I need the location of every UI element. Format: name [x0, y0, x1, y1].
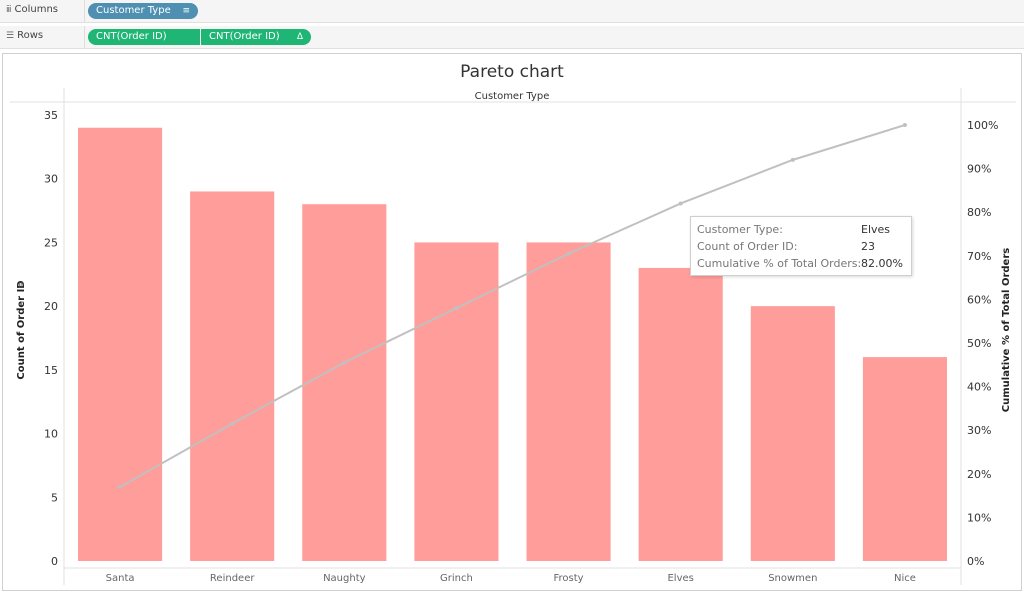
delta-icon: Δ [296, 32, 303, 42]
rows-shelf-label: ☰ Rows [6, 30, 44, 41]
bar[interactable] [750, 306, 835, 561]
bar[interactable] [190, 191, 275, 561]
line-point [454, 306, 459, 311]
y-tick-label: 35 [44, 109, 58, 122]
y-tick-label: 30 [44, 173, 58, 186]
sort-icon: ≡ [17, 281, 27, 289]
y-tick-label: 0 [51, 555, 58, 568]
bar[interactable] [862, 357, 947, 561]
y2-tick-label: 80% [967, 206, 991, 219]
customer-type-pill[interactable]: Customer Type ≡ [88, 3, 198, 19]
line-point [790, 157, 795, 162]
bar[interactable] [302, 204, 387, 561]
y-tick-label: 10 [44, 428, 58, 441]
columns-shelf-label: iii Columns [6, 4, 59, 15]
x-tick-label: Santa [106, 573, 135, 584]
tooltip: Customer Type: Elves Count of Order ID: … [690, 216, 912, 276]
y2-tick-label: 30% [967, 424, 991, 437]
rows-shelf[interactable]: ☰ Rows CNT(Order ID) CNT(Order ID) Δ [0, 26, 1024, 49]
cumulative-line [119, 124, 906, 488]
y2-tick-label: 90% [967, 163, 991, 176]
sort-icon: ≡ [182, 6, 190, 16]
x-tick-label: Grinch [440, 573, 473, 584]
y2-axis-label: Cumulative % of Total Orders [1001, 248, 1012, 412]
y2-tick-label: 50% [967, 337, 991, 350]
x-tick-label: Nice [894, 573, 916, 584]
chart-frame [2, 53, 1022, 591]
y2-tick-label: 70% [967, 250, 991, 263]
chart-title: Pareto chart [460, 62, 564, 82]
y-tick-label: 5 [51, 491, 58, 504]
line-point [566, 251, 571, 256]
shelf-divider [84, 0, 85, 22]
bar[interactable] [638, 267, 723, 561]
y-axis-label: Count of Order ID [16, 280, 27, 379]
columns-shelf[interactable]: iii Columns Customer Type ≡ [0, 0, 1024, 23]
y2-tick-label: 40% [967, 381, 991, 394]
bar[interactable] [526, 242, 611, 561]
rows-icon: ☰ [6, 31, 14, 41]
y2-tick-label: 60% [967, 293, 991, 306]
line-point [902, 123, 907, 127]
shelf-divider [84, 26, 85, 48]
x-tick-label: Reindeer [210, 573, 255, 584]
x-tick-label: Snowmen [768, 573, 817, 584]
line-point [678, 201, 683, 206]
y-tick-label: 20 [44, 300, 58, 313]
x-tick-label: Frosty [554, 573, 584, 584]
y2-tick-label: 0% [967, 555, 984, 568]
y2-tick-label: 10% [967, 511, 991, 524]
line-point [230, 421, 235, 426]
cnt-order-id-pill-1[interactable]: CNT(Order ID) [88, 29, 200, 45]
y-tick-label: 25 [44, 236, 58, 249]
y2-tick-label: 100% [967, 119, 998, 132]
x-tick-label: Naughty [323, 573, 366, 584]
bar[interactable] [78, 127, 163, 561]
y2-tick-label: 20% [967, 468, 991, 481]
bar[interactable] [414, 242, 499, 561]
x-tick-label: Elves [667, 573, 693, 584]
line-point [118, 484, 123, 489]
line-point [342, 360, 347, 365]
cnt-order-id-pill-2[interactable]: CNT(Order ID) Δ [201, 29, 311, 45]
y-tick-label: 15 [44, 364, 58, 377]
columns-icon: iii [6, 5, 11, 15]
column-header: Customer Type [475, 91, 550, 102]
